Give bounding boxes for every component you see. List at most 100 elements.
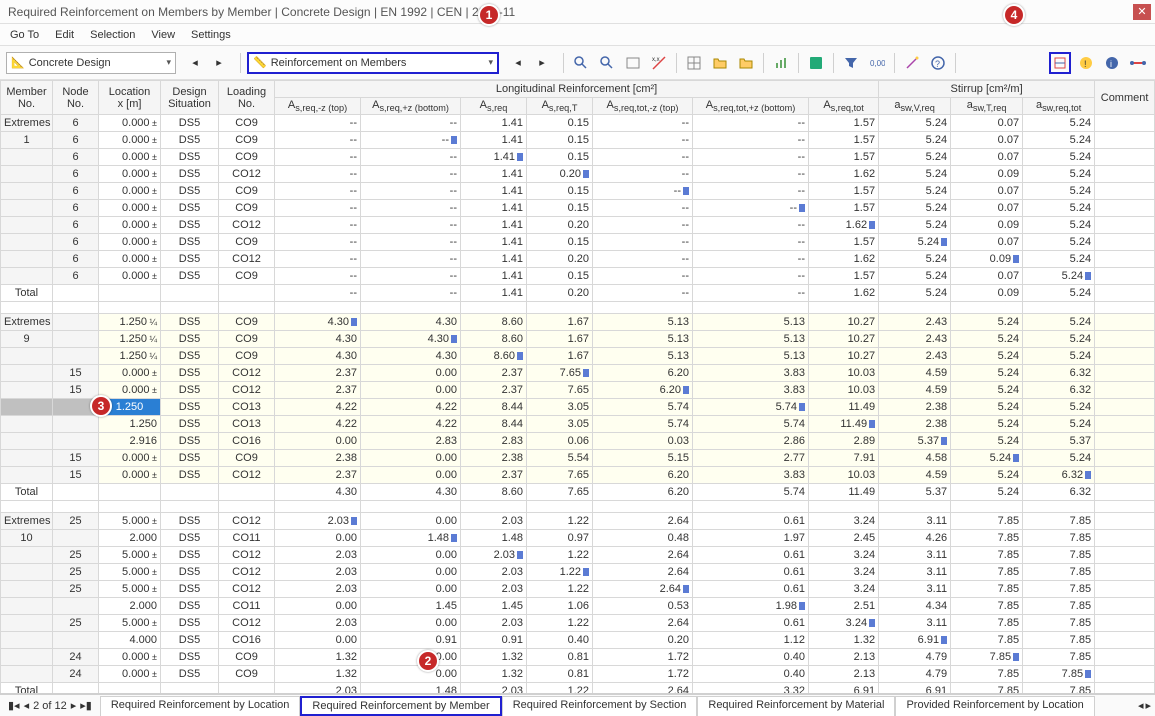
table-cell[interactable]: DS5 (161, 513, 219, 530)
table-cell[interactable]: 0.20 (527, 285, 593, 302)
table-cell[interactable]: Extremes (1, 513, 53, 530)
wand-icon[interactable] (901, 52, 923, 74)
table-cell[interactable] (1095, 331, 1155, 348)
table-row[interactable]: 150.000 ±DS5CO122.370.002.377.656.203.83… (1, 467, 1155, 484)
table-cell[interactable] (1, 649, 53, 666)
table-cell[interactable]: DS5 (161, 217, 219, 234)
table-cell[interactable] (1095, 450, 1155, 467)
table-cell[interactable]: 0.00 (361, 547, 461, 564)
table-row[interactable]: 150.000 ±DS5CO92.380.002.385.545.152.777… (1, 450, 1155, 467)
table-cell[interactable]: 1.48 (461, 530, 527, 547)
table-cell[interactable]: CO13 (219, 399, 275, 416)
table-cell[interactable]: CO12 (219, 365, 275, 382)
table-cell[interactable]: 5.24 (951, 399, 1023, 416)
table-cell[interactable]: 7.85 (1023, 530, 1095, 547)
table-cell[interactable]: 5.24 (1023, 399, 1095, 416)
table-cell[interactable]: 1.57 (809, 234, 879, 251)
table-cell[interactable]: 1.41 (461, 217, 527, 234)
table-cell[interactable]: 5.24 (879, 183, 951, 200)
table-row[interactable]: 240.000 ±DS5CO91.320.001.320.811.720.402… (1, 649, 1155, 666)
table-cell[interactable]: 4.30 (361, 348, 461, 365)
col-comment[interactable]: Comment (1095, 81, 1155, 115)
table-cell[interactable]: -- (693, 217, 809, 234)
prev-page-button[interactable]: ◂ (24, 699, 30, 712)
table-cell[interactable]: DS5 (161, 416, 219, 433)
table-cell[interactable]: -- (361, 268, 461, 285)
table-cell[interactable]: -- (361, 166, 461, 183)
table-cell[interactable]: 0.91 (361, 632, 461, 649)
last-button[interactable]: ▸▮ (80, 699, 92, 712)
table-cell[interactable]: DS5 (161, 450, 219, 467)
table-cell[interactable] (99, 683, 161, 694)
table-row[interactable]: 4.000DS5CO160.000.910.910.400.201.121.32… (1, 632, 1155, 649)
table-cell[interactable]: 5.13 (693, 348, 809, 365)
col-asw-v[interactable]: asw,V,req (879, 98, 951, 115)
folder-icon[interactable] (709, 52, 731, 74)
table-cell[interactable]: -- (275, 217, 361, 234)
table-cell[interactable]: 2.45 (809, 530, 879, 547)
table-cell[interactable]: 8.44 (461, 416, 527, 433)
menu-view[interactable]: View (151, 29, 175, 41)
tab-provided-location[interactable]: Provided Reinforcement by Location (895, 696, 1094, 716)
table-cell[interactable]: 0.000 ± (99, 365, 161, 382)
table-cell[interactable] (1095, 666, 1155, 683)
table-cell[interactable]: 2.38 (461, 450, 527, 467)
table-cell[interactable]: 25 (53, 513, 99, 530)
table-cell[interactable] (1095, 513, 1155, 530)
table-cell[interactable]: 0.000 ± (99, 268, 161, 285)
col-as-top[interactable]: As,req,-z (top) (275, 98, 361, 115)
table-cell[interactable]: 6.20 (593, 382, 693, 399)
table-cell[interactable]: 7.85 (951, 598, 1023, 615)
table-cell[interactable]: 5.24 (951, 450, 1023, 467)
table-cell[interactable]: 25 (53, 564, 99, 581)
table-cell[interactable]: -- (361, 234, 461, 251)
table-cell[interactable]: 0.09 (951, 166, 1023, 183)
table-cell[interactable] (1095, 251, 1155, 268)
table-cell[interactable]: -- (693, 149, 809, 166)
table-cell[interactable]: -- (361, 217, 461, 234)
table-cell[interactable]: -- (693, 166, 809, 183)
table-cell[interactable]: 10.27 (809, 348, 879, 365)
table-cell[interactable] (1095, 365, 1155, 382)
table-cell[interactable]: 5.24 (951, 467, 1023, 484)
table-cell[interactable]: 5.000 ± (99, 581, 161, 598)
table-cell[interactable] (1, 666, 53, 683)
table-cell[interactable]: 1.32 (809, 632, 879, 649)
table-cell[interactable]: DS5 (161, 365, 219, 382)
table-cell[interactable]: 7.85 (1023, 547, 1095, 564)
table-cell[interactable]: CO9 (219, 649, 275, 666)
table-cell[interactable]: 7.85 (1023, 615, 1095, 632)
table-cell[interactable]: 0.000 ± (99, 382, 161, 399)
table-cell[interactable]: 5.24 (1023, 149, 1095, 166)
table-row[interactable]: 91.250 ¼DS5CO94.304.308.601.675.135.1310… (1, 331, 1155, 348)
table-cell[interactable]: 5.24 (879, 149, 951, 166)
table-cell[interactable]: 2.916 (99, 433, 161, 450)
table-cell[interactable]: 4.30 (275, 331, 361, 348)
table-cell[interactable]: 1.45 (461, 598, 527, 615)
table-cell[interactable]: 10.03 (809, 382, 879, 399)
table-cell[interactable]: 1.57 (809, 200, 879, 217)
table-cell[interactable]: 5.24 (879, 268, 951, 285)
table-cell[interactable]: 7.65 (527, 382, 593, 399)
table-cell[interactable]: DS5 (161, 115, 219, 132)
table-cell[interactable]: 3.11 (879, 547, 951, 564)
table-cell[interactable]: 0.000 ± (99, 115, 161, 132)
table-cell[interactable]: 6.91 (809, 683, 879, 694)
table-cell[interactable]: 1 (1, 132, 53, 149)
table-cell[interactable]: 5.24 (1023, 314, 1095, 331)
table-cell[interactable]: 2.64 (593, 581, 693, 598)
table-row[interactable]: 60.000 ±DS5CO9----1.410.15----1.575.240.… (1, 268, 1155, 285)
table-cell[interactable]: 1.57 (809, 268, 879, 285)
table-row[interactable]: Extremes60.000 ±DS5CO9----1.410.15----1.… (1, 115, 1155, 132)
table-cell[interactable]: CO9 (219, 149, 275, 166)
info2-icon[interactable]: i (1101, 52, 1123, 74)
table-cell[interactable]: 4.59 (879, 365, 951, 382)
table-cell[interactable]: 0.53 (593, 598, 693, 615)
table-cell[interactable] (53, 433, 99, 450)
scroll-left-button[interactable]: ◂ (1138, 699, 1144, 712)
table-cell[interactable] (1, 234, 53, 251)
table-cell[interactable]: 0.00 (361, 581, 461, 598)
table-row-total[interactable]: Total4.304.308.607.656.205.7411.495.375.… (1, 484, 1155, 501)
table-cell[interactable] (219, 683, 275, 694)
table-cell[interactable]: 2.37 (461, 365, 527, 382)
